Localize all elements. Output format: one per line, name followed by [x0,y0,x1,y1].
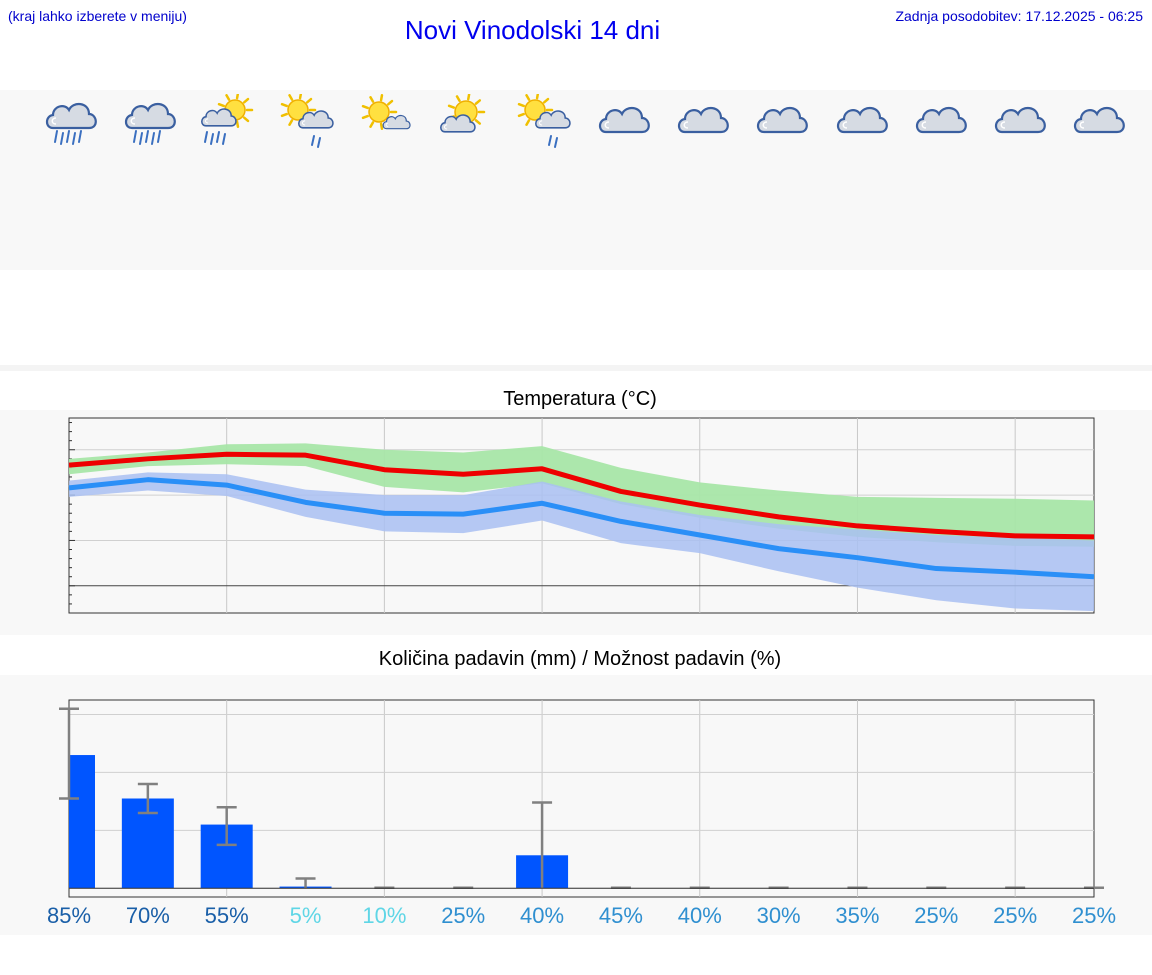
forecast-day [740,88,820,156]
precipitation-probability: 40% [677,903,722,928]
menu-hint-link[interactable]: (kraj lahko izberete v meniju) [8,8,187,24]
forecast-day [345,88,425,156]
sun-rain-icon [201,94,254,145]
forecast-day [187,88,267,156]
precipitation-probability: 25% [914,903,959,928]
precipitation-probability-row: 85% 70% 55% 5% 10% 25% 40% 45% 40% 30% 35% 25% 25% 25… [0,903,1152,935]
precipitation-probability: 45% [598,903,643,928]
precipitation-chart [59,699,1104,898]
precipitation-probability: 25% [1071,903,1117,928]
precipitation-probability: 30% [756,903,801,928]
sun-cloud-drizzle-icon [280,94,334,148]
forecast-day [1057,88,1137,156]
forecast-day [820,88,900,156]
precipitation-probability: 10% [362,903,407,928]
max-uncertainty-band [69,443,1094,547]
cloud-icon [757,107,809,134]
daily-forecast [0,88,1152,268]
cloud-icon [678,107,730,134]
rain-cloud-icon [124,103,176,145]
divider [0,365,1152,371]
precipitation-probability: 35% [835,903,880,928]
cloud-icon [836,107,888,134]
forecast-day [978,88,1058,156]
precipitation-probability: 25% [993,903,1038,928]
page-title: Novi Vinodolski 14 dni [404,15,661,45]
sun-cloud-drizzle-icon [518,94,571,148]
cloud-icon [599,107,651,134]
forecast-day [424,88,504,156]
precipitation-probability: 70% [125,903,170,928]
max-temperature-line [68,451,1095,540]
plot-area [68,699,1095,898]
forecast-day [661,88,741,156]
cloud-icon [915,107,967,134]
precipitation-probability: 40% [520,903,565,928]
last-updated: Zadnja posodobitev: 17.12.2025 - 06:25 [895,8,1143,24]
forecast-day [29,88,109,156]
cloud-icon [994,107,1046,134]
precipitation-probability: 85% [46,903,92,928]
sun-cloud-icon [440,94,486,133]
precipitation-probability: 5% [289,903,322,928]
precipitation-probability: 55% [204,903,249,928]
temperature-chart [68,417,1095,614]
sun-small-cloud-icon [361,94,411,130]
min-temperature-line [68,477,1095,580]
forecast-day [503,88,583,156]
forecast-day [266,88,346,156]
precipitation-bar [69,755,95,889]
cloud-icon [1073,107,1125,134]
temperature-chart-title: Temperatura (°C) [503,388,657,410]
forecast-day [108,88,188,156]
precipitation-chart-title: Količina padavin (mm) / Možnost padavin … [378,648,782,670]
rain-cloud-icon [45,103,97,145]
precipitation-probability: 25% [441,903,486,928]
forecast-day [899,88,979,156]
forecast-day [582,88,662,156]
